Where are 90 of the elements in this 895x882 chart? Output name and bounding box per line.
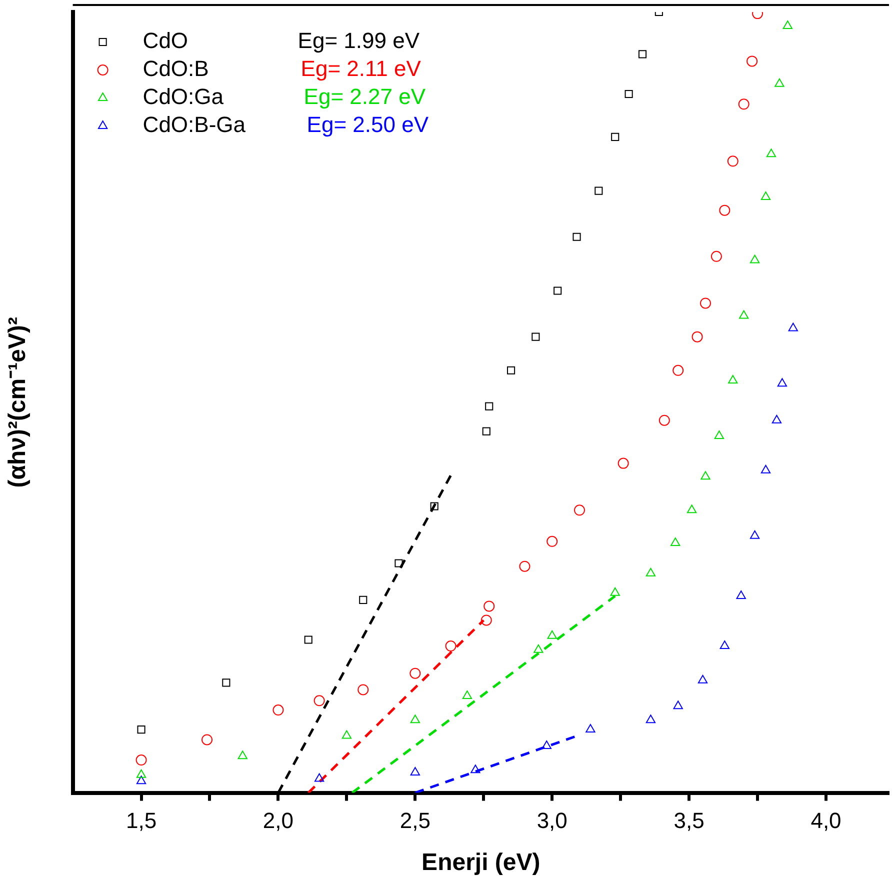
legend-label: CdO:B-Ga [142, 112, 246, 138]
point [646, 568, 656, 576]
point [766, 148, 776, 158]
point [736, 590, 746, 600]
x-tick-label: 1,5 [126, 808, 157, 834]
point [700, 471, 710, 480]
x-tick-label: 2,5 [400, 808, 430, 834]
point [646, 714, 656, 724]
point [774, 78, 784, 87]
annotation: Eg= 1.99 eV [298, 28, 420, 54]
annotation: Eg= 2.50 eV [306, 112, 429, 138]
x-axis-title: Enerji (eV) [422, 849, 540, 876]
point [750, 254, 760, 264]
point [728, 375, 738, 384]
x-tick-label: 4,0 [810, 808, 842, 834]
point [714, 430, 724, 439]
point [698, 674, 708, 684]
point [238, 750, 248, 760]
point [686, 504, 697, 514]
point [506, 366, 516, 374]
point [720, 640, 730, 650]
point [484, 600, 495, 612]
point [546, 536, 558, 547]
point [136, 769, 146, 778]
point [342, 730, 352, 739]
point [462, 690, 472, 699]
annotation: Eg= 2.11 eV [300, 56, 422, 82]
x-tick-label: 2,0 [262, 808, 294, 834]
x-tick-label: 3,0 [536, 808, 568, 834]
point [410, 714, 420, 724]
x-tick-label: 3,5 [674, 808, 704, 834]
point [772, 414, 782, 424]
point [304, 636, 312, 644]
point [658, 414, 670, 426]
legend-label: CdO [142, 28, 188, 54]
point [394, 559, 403, 568]
point [624, 90, 633, 98]
point [359, 596, 368, 604]
point [594, 186, 603, 195]
point [586, 724, 596, 733]
point [482, 427, 490, 436]
point [611, 132, 620, 141]
point [782, 20, 792, 30]
point [136, 754, 147, 766]
y-axis-title: (αhν)²(cm⁻¹eV)² [4, 317, 32, 488]
point [554, 286, 562, 295]
point [760, 192, 771, 200]
point [638, 50, 647, 58]
point [532, 332, 540, 341]
legend-label: CdO:B [142, 56, 209, 82]
point [202, 734, 213, 746]
point [618, 458, 629, 469]
point [710, 250, 722, 262]
point [137, 726, 146, 734]
point [610, 587, 620, 596]
point [700, 298, 711, 309]
point [692, 331, 703, 342]
point [358, 684, 369, 696]
point [670, 537, 680, 546]
point [430, 502, 438, 510]
point [410, 767, 420, 776]
point [480, 614, 492, 626]
point [572, 232, 581, 241]
point [738, 98, 750, 110]
point [445, 640, 456, 652]
point [470, 764, 480, 774]
point [519, 560, 530, 572]
point [788, 322, 798, 332]
point [542, 740, 552, 749]
point [750, 530, 760, 539]
point [777, 378, 788, 387]
point [760, 464, 771, 474]
point [136, 776, 146, 784]
point [574, 504, 585, 516]
legend-label: CdO:Ga [142, 84, 224, 110]
point [547, 630, 557, 639]
point [673, 700, 683, 710]
annotation: Eg= 2.27 eV [304, 84, 426, 110]
point [222, 678, 230, 687]
point [410, 668, 421, 679]
point [739, 310, 749, 319]
point [746, 56, 758, 67]
point [534, 644, 544, 653]
point [727, 156, 738, 167]
point [719, 204, 730, 216]
point [314, 773, 324, 782]
point [314, 695, 325, 706]
point [272, 704, 284, 716]
point [672, 364, 684, 376]
point [485, 402, 494, 410]
